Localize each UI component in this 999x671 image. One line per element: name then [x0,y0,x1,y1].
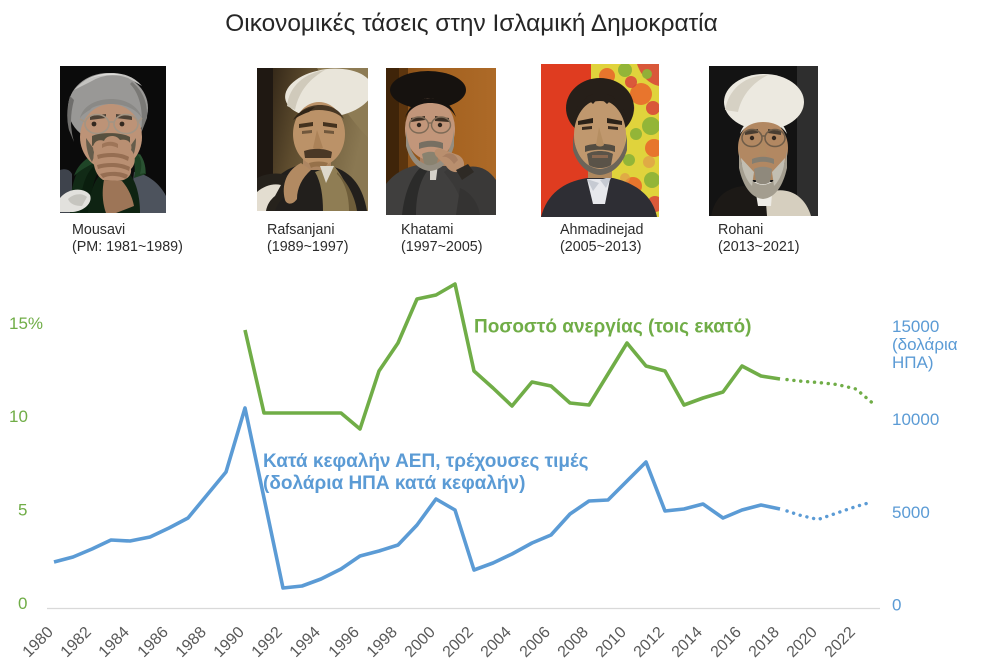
svg-text:(δολάρια ΗΠΑ κατά κεφαλήν): (δολάρια ΗΠΑ κατά κεφαλήν) [263,473,525,494]
svg-text:2002: 2002 [440,624,477,661]
svg-text:1980: 1980 [20,624,57,661]
svg-text:2020: 2020 [784,624,821,661]
svg-text:1992: 1992 [249,624,286,661]
svg-text:2004: 2004 [478,624,515,661]
svg-text:1996: 1996 [326,624,363,661]
svg-text:5000: 5000 [892,503,930,522]
svg-text:2016: 2016 [708,624,745,661]
svg-text:ΗΠΑ): ΗΠΑ) [892,353,934,372]
svg-text:Ποσοστό ανεργίας (τοις εκατό): Ποσοστό ανεργίας (τοις εκατό) [474,317,751,338]
svg-text:2018: 2018 [746,624,783,661]
svg-text:2022: 2022 [822,624,859,661]
svg-text:2006: 2006 [517,624,554,661]
svg-text:5: 5 [18,501,27,520]
svg-text:(δολάρια: (δολάρια [892,335,958,354]
svg-text:1994: 1994 [287,624,324,661]
svg-text:0: 0 [892,596,901,615]
svg-text:1982: 1982 [58,624,95,661]
svg-text:2008: 2008 [555,624,592,661]
svg-text:1988: 1988 [173,624,210,661]
svg-text:2012: 2012 [631,624,668,661]
svg-text:15%: 15% [9,314,43,333]
svg-text:2010: 2010 [593,624,630,661]
svg-text:1990: 1990 [211,624,248,661]
svg-text:2000: 2000 [402,624,439,661]
svg-text:1998: 1998 [364,624,401,661]
svg-text:0: 0 [18,594,27,613]
svg-text:10: 10 [9,407,28,426]
svg-text:15000: 15000 [892,317,939,336]
svg-text:2014: 2014 [669,624,706,661]
svg-text:Κατά κεφαλήν ΑΕΠ, τρέχουσες τι: Κατά κεφαλήν ΑΕΠ, τρέχουσες τιμές [263,451,589,472]
svg-text:10000: 10000 [892,410,939,429]
svg-text:1984: 1984 [96,624,133,661]
svg-text:1986: 1986 [135,624,172,661]
